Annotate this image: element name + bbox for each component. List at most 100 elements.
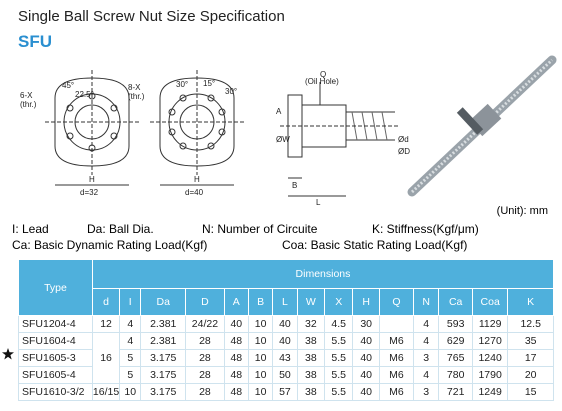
label: d=40: [185, 188, 204, 197]
cell: 38: [296, 366, 326, 384]
table-row: SFU1604-4 16 4 2.381 28 48 10 40 38 5.5 40 M6 4 629 12…: [18, 332, 554, 384]
label: ØW: [276, 135, 290, 144]
label: (thr.): [128, 92, 145, 101]
cell: M6: [379, 383, 414, 401]
cell: 4: [119, 332, 142, 350]
cell: 16/15: [91, 383, 121, 401]
cell: 5: [119, 366, 142, 384]
type-cell: SFU1610-3/2: [18, 383, 93, 401]
cell: 4: [412, 332, 440, 350]
legend-item: Coa: Basic Static Rating Load(Kgf): [282, 238, 468, 252]
cell: 40: [352, 332, 381, 350]
header-row: Type Dimensions: [18, 259, 555, 316]
column-header: N: [412, 288, 440, 316]
label: H: [194, 175, 200, 184]
label: B: [292, 181, 297, 190]
spec-table: Type Dimensions d I Da D A B L W X H Q N Ca Coa K SFU1204…: [18, 259, 555, 401]
cell: 10: [247, 383, 274, 401]
type-cell: SFU1605-4: [18, 366, 93, 384]
cell: 24/22: [185, 315, 225, 333]
cell: 5.5: [324, 383, 354, 401]
label: d=32: [80, 188, 99, 197]
cell: 1240: [471, 349, 509, 367]
model-code: SFU: [18, 32, 52, 51]
cell: 4.5: [324, 315, 354, 333]
cell: 3: [412, 383, 440, 401]
column-header: Q: [379, 288, 414, 316]
column-header: d: [91, 288, 121, 316]
cell: 17: [507, 349, 554, 367]
cell: 3.175: [140, 366, 187, 384]
label: Ød: [398, 135, 409, 144]
label: (Oil Hole): [305, 77, 339, 86]
column-header: Ca: [438, 288, 473, 316]
cell: 1249: [471, 383, 509, 401]
cell: 4: [119, 315, 142, 333]
cell: 16: [91, 332, 121, 384]
legend-item: Ca: Basic Dynamic Rating Load(Kgf): [12, 238, 208, 252]
cell: 1790: [471, 366, 509, 384]
legend-item: N: Number of Circuite: [202, 222, 318, 236]
cell: 721: [438, 383, 473, 401]
table-row: SFU1204-4 12 4 2.381 24/22 40 10 40 32 4.5 30 4 593 1…: [18, 315, 554, 333]
cell: 765: [438, 349, 473, 367]
cell: 40: [272, 332, 298, 350]
column-header: H: [352, 288, 381, 316]
cell: 40: [352, 366, 381, 384]
unit-note: (Unit): mm: [496, 205, 548, 217]
cell: 10: [247, 366, 274, 384]
cell: 48: [223, 332, 249, 350]
type-cell: SFU1605-3: [18, 349, 93, 367]
legend-item: K: Stiffness(Kgf/μm): [372, 222, 479, 236]
cell: 43: [272, 349, 298, 367]
cell: 40: [352, 383, 381, 401]
cell: 1129: [471, 315, 509, 333]
cell: 15: [507, 383, 554, 401]
type-cell: SFU1204-4: [18, 315, 93, 333]
column-header: Da: [140, 288, 187, 316]
cell: 5.5: [324, 366, 354, 384]
cell: 2.381: [140, 315, 187, 333]
cell: 28: [185, 332, 225, 350]
cell: 629: [438, 332, 473, 350]
cell: 2.381: [140, 332, 187, 350]
legend-item: Da: Ball Dia.: [87, 222, 154, 236]
cell: 32: [296, 315, 326, 333]
cell: 38: [296, 383, 326, 401]
cell: [379, 315, 414, 333]
cell: M6: [379, 366, 414, 384]
cell: 1270: [471, 332, 509, 350]
cell: 10: [119, 383, 142, 401]
cell: 38: [296, 349, 326, 367]
column-header: D: [185, 288, 225, 316]
cell: 12.5: [507, 315, 554, 333]
cell: 50: [272, 366, 298, 384]
cell: 40: [352, 349, 381, 367]
cell: 780: [438, 366, 473, 384]
cell: 593: [438, 315, 473, 333]
label: Q: [320, 70, 326, 79]
cell: 40: [272, 315, 298, 333]
label: A: [276, 107, 282, 116]
column-header: W: [296, 288, 326, 316]
legend-item: I: Lead: [12, 222, 49, 236]
column-header: A: [223, 288, 249, 316]
cell: 30: [352, 315, 381, 333]
column-header: I: [119, 288, 142, 316]
header-cell: Dimensions: [91, 259, 555, 289]
cell: 5: [119, 349, 142, 367]
label: ØD: [398, 147, 410, 156]
cell: 48: [223, 349, 249, 367]
cell: 3: [412, 349, 440, 367]
cell: 4: [412, 315, 440, 333]
cell: M6: [379, 332, 414, 350]
header-cell: Type: [18, 259, 93, 316]
table-row: SFU1610-3/2 16/15 10 3.175 28 48 10 57 38 5.5 40 M6…: [18, 383, 554, 401]
cell: 3.175: [140, 383, 187, 401]
title: Single Ball Screw Nut Size Specification: [18, 8, 285, 25]
cell: 5.5: [324, 332, 354, 350]
label: 30°: [225, 87, 237, 96]
label: 6-X: [20, 91, 33, 100]
type-cell: SFU1604-4: [18, 332, 93, 350]
column-header: K: [507, 288, 554, 316]
